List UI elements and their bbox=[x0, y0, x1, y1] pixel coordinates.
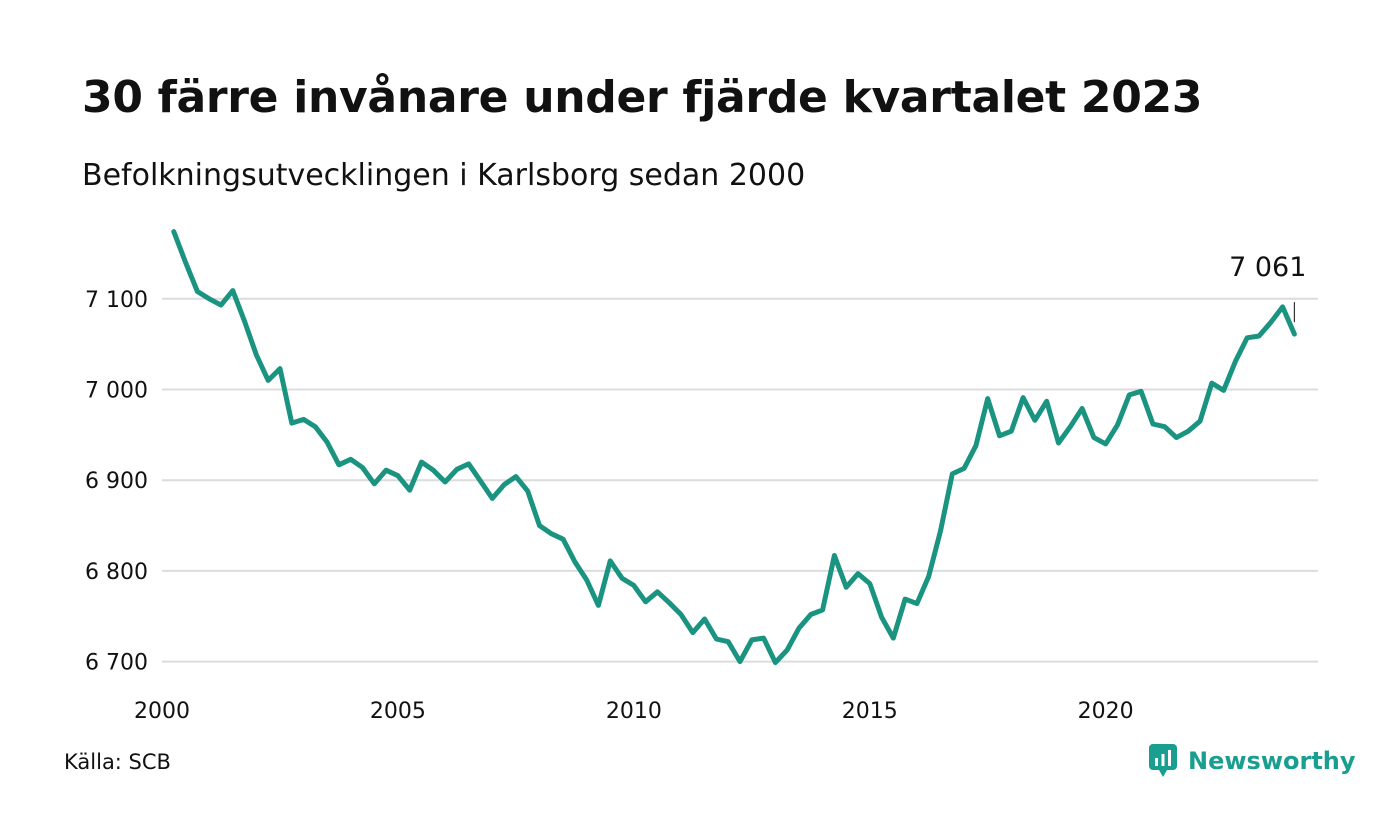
x-tick-label: 2015 bbox=[842, 699, 898, 724]
y-tick-label: 6 700 bbox=[85, 651, 148, 676]
series-line-population bbox=[171, 229, 1297, 666]
y-axis-ticks: 6 700 6 800 6 900 7 000 7 100 bbox=[85, 288, 148, 676]
chart-title: 30 färre invånare under fjärde kvartalet… bbox=[82, 72, 1203, 123]
y-tick-label: 7 000 bbox=[85, 378, 148, 403]
y-tick-label: 6 900 bbox=[85, 469, 148, 494]
source-note: Källa: SCB bbox=[64, 750, 171, 774]
x-axis-ticks: 2000 2005 2010 2015 2020 bbox=[134, 699, 1134, 724]
last-value-label: 7 061 bbox=[1229, 252, 1306, 283]
y-tick-label: 6 800 bbox=[85, 560, 148, 585]
x-tick-label: 2000 bbox=[134, 699, 190, 724]
brand-name: Newsworthy bbox=[1188, 747, 1356, 775]
newsworthy-icon bbox=[1149, 744, 1177, 777]
x-tick-label: 2005 bbox=[370, 699, 426, 724]
y-tick-label: 7 100 bbox=[85, 288, 148, 313]
grid-lines bbox=[162, 297, 1318, 663]
brand-logo: Newsworthy bbox=[1148, 743, 1356, 779]
x-tick-label: 2020 bbox=[1078, 699, 1134, 724]
chart-subtitle: Befolkningsutvecklingen i Karlsborg seda… bbox=[82, 158, 806, 193]
x-tick-label: 2010 bbox=[606, 699, 662, 724]
